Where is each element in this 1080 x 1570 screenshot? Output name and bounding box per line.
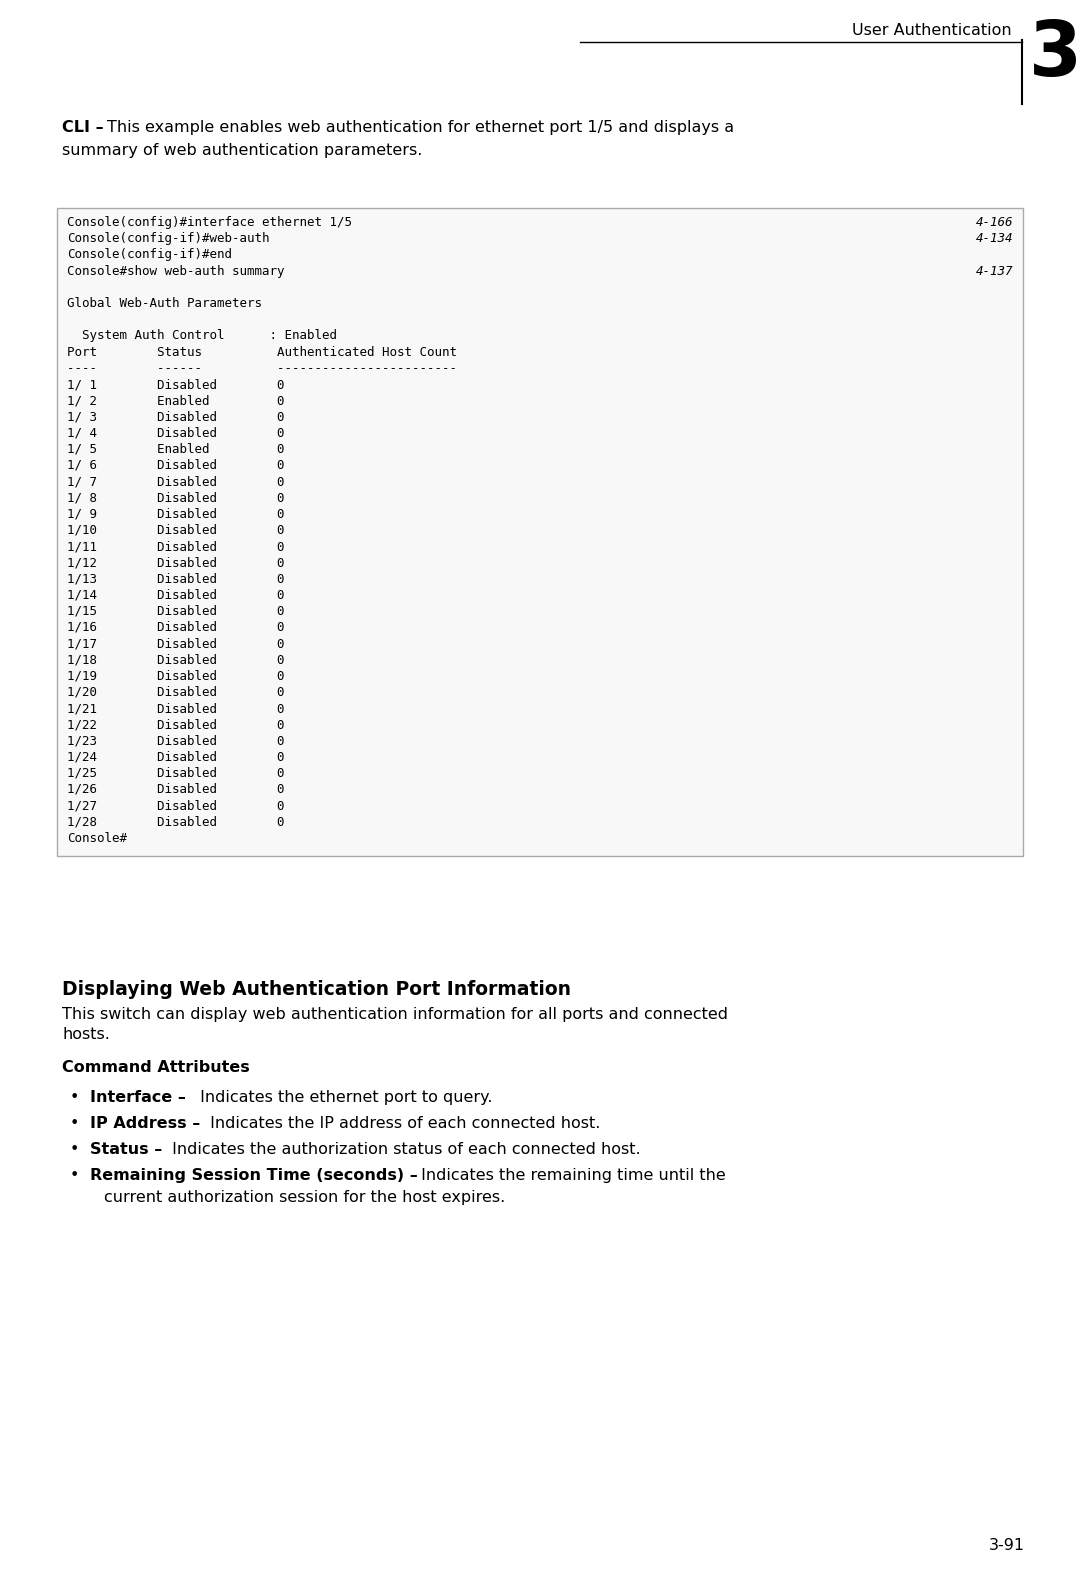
Text: hosts.: hosts. [62, 1027, 110, 1042]
Text: 1/12        Disabled        0: 1/12 Disabled 0 [67, 556, 284, 570]
Text: 1/ 3        Disabled        0: 1/ 3 Disabled 0 [67, 410, 284, 424]
Text: 1/ 8        Disabled        0: 1/ 8 Disabled 0 [67, 491, 284, 504]
Text: summary of web authentication parameters.: summary of web authentication parameters… [62, 143, 422, 159]
Text: Console#show web-auth summary: Console#show web-auth summary [67, 265, 284, 278]
Text: Displaying Web Authentication Port Information: Displaying Web Authentication Port Infor… [62, 980, 571, 999]
Text: 1/27        Disabled        0: 1/27 Disabled 0 [67, 799, 284, 812]
Text: 4-134: 4-134 [975, 232, 1013, 245]
Text: 1/18        Disabled        0: 1/18 Disabled 0 [67, 653, 284, 666]
Text: 3-91: 3-91 [989, 1539, 1025, 1553]
Text: Indicates the remaining time until the: Indicates the remaining time until the [416, 1168, 726, 1184]
Text: 1/16        Disabled        0: 1/16 Disabled 0 [67, 622, 284, 634]
Text: 1/22        Disabled        0: 1/22 Disabled 0 [67, 717, 284, 732]
Text: 1/24        Disabled        0: 1/24 Disabled 0 [67, 750, 284, 763]
Text: CLI –: CLI – [62, 119, 104, 135]
Text: Indicates the ethernet port to query.: Indicates the ethernet port to query. [195, 1090, 492, 1105]
Text: •: • [70, 1090, 79, 1105]
Text: Status –: Status – [90, 1141, 162, 1157]
Text: 1/ 1        Disabled        0: 1/ 1 Disabled 0 [67, 378, 284, 391]
Text: Console(config-if)#web-auth: Console(config-if)#web-auth [67, 232, 270, 245]
Text: Remaining Session Time (seconds) –: Remaining Session Time (seconds) – [90, 1168, 418, 1184]
Text: 1/15        Disabled        0: 1/15 Disabled 0 [67, 604, 284, 619]
Text: 1/ 4        Disabled        0: 1/ 4 Disabled 0 [67, 427, 284, 440]
Text: Port        Status          Authenticated Host Count: Port Status Authenticated Host Count [67, 345, 457, 358]
Text: System Auth Control      : Enabled: System Auth Control : Enabled [67, 330, 337, 342]
Text: 1/14        Disabled        0: 1/14 Disabled 0 [67, 589, 284, 601]
Text: Console(config-if)#end: Console(config-if)#end [67, 248, 232, 261]
Text: •: • [70, 1168, 79, 1184]
Text: 1/19        Disabled        0: 1/19 Disabled 0 [67, 669, 284, 683]
Text: 1/ 5        Enabled         0: 1/ 5 Enabled 0 [67, 443, 284, 455]
Text: 4-137: 4-137 [975, 265, 1013, 278]
Text: 4-166: 4-166 [975, 217, 1013, 229]
Text: Console(config)#interface ethernet 1/5: Console(config)#interface ethernet 1/5 [67, 217, 352, 229]
Text: 1/13        Disabled        0: 1/13 Disabled 0 [67, 573, 284, 586]
Text: 1/ 2        Enabled         0: 1/ 2 Enabled 0 [67, 394, 284, 407]
Text: 1/ 7        Disabled        0: 1/ 7 Disabled 0 [67, 476, 284, 488]
Text: User Authentication: User Authentication [852, 24, 1012, 38]
Text: 1/26        Disabled        0: 1/26 Disabled 0 [67, 783, 284, 796]
Text: 1/28        Disabled        0: 1/28 Disabled 0 [67, 815, 284, 829]
Text: Global Web-Auth Parameters: Global Web-Auth Parameters [67, 297, 262, 309]
Text: current authorization session for the host expires.: current authorization session for the ho… [104, 1190, 505, 1206]
Text: •: • [70, 1141, 79, 1157]
Text: ----        ------          ------------------------: ---- ------ ------------------------ [67, 361, 457, 375]
Text: Console#: Console# [67, 832, 127, 845]
Text: Interface –: Interface – [90, 1090, 186, 1105]
FancyBboxPatch shape [57, 207, 1023, 856]
Text: 1/23        Disabled        0: 1/23 Disabled 0 [67, 735, 284, 747]
Text: 1/17        Disabled        0: 1/17 Disabled 0 [67, 637, 284, 650]
Text: This example enables web authentication for ethernet port 1/5 and displays a: This example enables web authentication … [107, 119, 734, 135]
Text: Indicates the authorization status of each connected host.: Indicates the authorization status of ea… [166, 1141, 640, 1157]
Text: 1/20        Disabled        0: 1/20 Disabled 0 [67, 686, 284, 699]
Text: Command Attributes: Command Attributes [62, 1060, 249, 1075]
Text: 1/11        Disabled        0: 1/11 Disabled 0 [67, 540, 284, 553]
Text: IP Address –: IP Address – [90, 1116, 200, 1130]
Text: 1/ 6        Disabled        0: 1/ 6 Disabled 0 [67, 458, 284, 473]
Text: This switch can display web authentication information for all ports and connect: This switch can display web authenticati… [62, 1006, 728, 1022]
Text: 1/ 9        Disabled        0: 1/ 9 Disabled 0 [67, 507, 284, 521]
Text: 1/25        Disabled        0: 1/25 Disabled 0 [67, 766, 284, 780]
Text: Indicates the IP address of each connected host.: Indicates the IP address of each connect… [205, 1116, 600, 1130]
Text: •: • [70, 1116, 79, 1130]
Text: 3: 3 [1028, 17, 1080, 93]
Text: 1/10        Disabled        0: 1/10 Disabled 0 [67, 524, 284, 537]
Text: 1/21        Disabled        0: 1/21 Disabled 0 [67, 702, 284, 714]
